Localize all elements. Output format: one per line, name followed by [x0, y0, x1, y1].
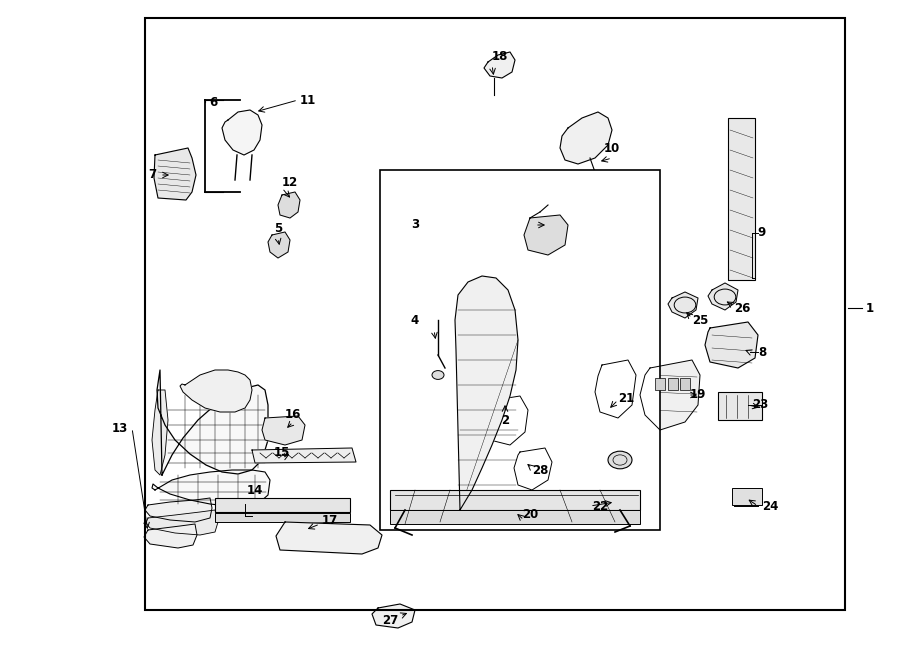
- Polygon shape: [268, 232, 290, 258]
- Text: 14: 14: [247, 483, 263, 496]
- Polygon shape: [485, 396, 528, 445]
- Bar: [728, 118, 755, 280]
- Polygon shape: [152, 470, 270, 506]
- Polygon shape: [484, 52, 515, 78]
- Circle shape: [432, 371, 444, 379]
- Text: 7: 7: [148, 169, 156, 182]
- Polygon shape: [514, 448, 552, 490]
- Text: 6: 6: [209, 97, 217, 110]
- Polygon shape: [157, 370, 268, 475]
- Polygon shape: [668, 292, 698, 318]
- Bar: [655, 378, 665, 390]
- Bar: [732, 488, 762, 505]
- Polygon shape: [595, 360, 636, 418]
- Text: 18: 18: [491, 50, 508, 63]
- Polygon shape: [152, 390, 168, 475]
- Bar: [215, 498, 350, 512]
- Text: 11: 11: [300, 93, 316, 106]
- Polygon shape: [180, 370, 252, 412]
- Polygon shape: [705, 322, 758, 368]
- Text: 21: 21: [618, 391, 634, 405]
- Text: 8: 8: [758, 346, 766, 358]
- Polygon shape: [262, 416, 305, 445]
- Bar: [145, 18, 845, 610]
- Text: 4: 4: [411, 313, 419, 327]
- Polygon shape: [455, 276, 518, 510]
- Bar: [512, 502, 558, 520]
- Text: 25: 25: [692, 313, 708, 327]
- Polygon shape: [252, 448, 356, 463]
- Text: 12: 12: [282, 176, 298, 190]
- Bar: [680, 378, 690, 390]
- Text: 22: 22: [592, 500, 608, 512]
- Bar: [718, 392, 762, 420]
- Polygon shape: [560, 112, 612, 164]
- Text: 19: 19: [689, 389, 706, 401]
- Text: 17: 17: [322, 514, 338, 527]
- Polygon shape: [145, 498, 212, 522]
- Bar: [668, 378, 678, 390]
- Text: 2: 2: [501, 414, 509, 426]
- Polygon shape: [144, 524, 197, 548]
- Text: 3: 3: [411, 219, 419, 231]
- Text: 5: 5: [274, 221, 282, 235]
- Text: 28: 28: [532, 463, 548, 477]
- Polygon shape: [276, 522, 382, 554]
- Polygon shape: [222, 110, 262, 155]
- Polygon shape: [278, 192, 300, 218]
- Text: 26: 26: [734, 301, 751, 315]
- Polygon shape: [146, 510, 218, 535]
- Text: 10: 10: [604, 141, 620, 155]
- Text: 9: 9: [758, 227, 766, 239]
- Bar: [380, 170, 660, 530]
- Polygon shape: [524, 215, 568, 255]
- Polygon shape: [154, 148, 196, 200]
- Circle shape: [608, 451, 632, 469]
- Bar: [390, 510, 640, 524]
- Text: 27: 27: [382, 613, 398, 627]
- Polygon shape: [372, 604, 415, 628]
- Polygon shape: [640, 360, 700, 430]
- Text: 24: 24: [761, 500, 778, 512]
- Text: 1: 1: [866, 301, 874, 315]
- Polygon shape: [708, 283, 738, 310]
- Text: 15: 15: [274, 446, 290, 459]
- Text: 16: 16: [284, 408, 302, 422]
- Text: 13: 13: [112, 422, 128, 434]
- Bar: [572, 492, 615, 510]
- Bar: [215, 513, 350, 522]
- Bar: [390, 490, 640, 510]
- Text: 23: 23: [752, 399, 768, 412]
- Text: 20: 20: [522, 508, 538, 522]
